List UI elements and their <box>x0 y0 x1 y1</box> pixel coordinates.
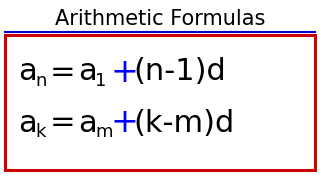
Text: n: n <box>35 72 46 90</box>
Text: Arithmetic Formulas: Arithmetic Formulas <box>55 9 265 29</box>
Text: (n-1)d: (n-1)d <box>133 57 226 87</box>
Text: m: m <box>95 123 113 141</box>
Text: 1: 1 <box>95 72 106 90</box>
Text: +: + <box>111 55 139 89</box>
Text: =: = <box>50 57 76 87</box>
Text: a: a <box>78 57 97 87</box>
Text: (k-m)d: (k-m)d <box>133 109 234 138</box>
Text: a: a <box>18 57 37 87</box>
Text: a: a <box>18 109 37 138</box>
Text: k: k <box>35 123 45 141</box>
FancyBboxPatch shape <box>5 35 315 170</box>
Text: +: + <box>111 107 139 140</box>
Text: =: = <box>50 109 76 138</box>
Text: a: a <box>78 109 97 138</box>
